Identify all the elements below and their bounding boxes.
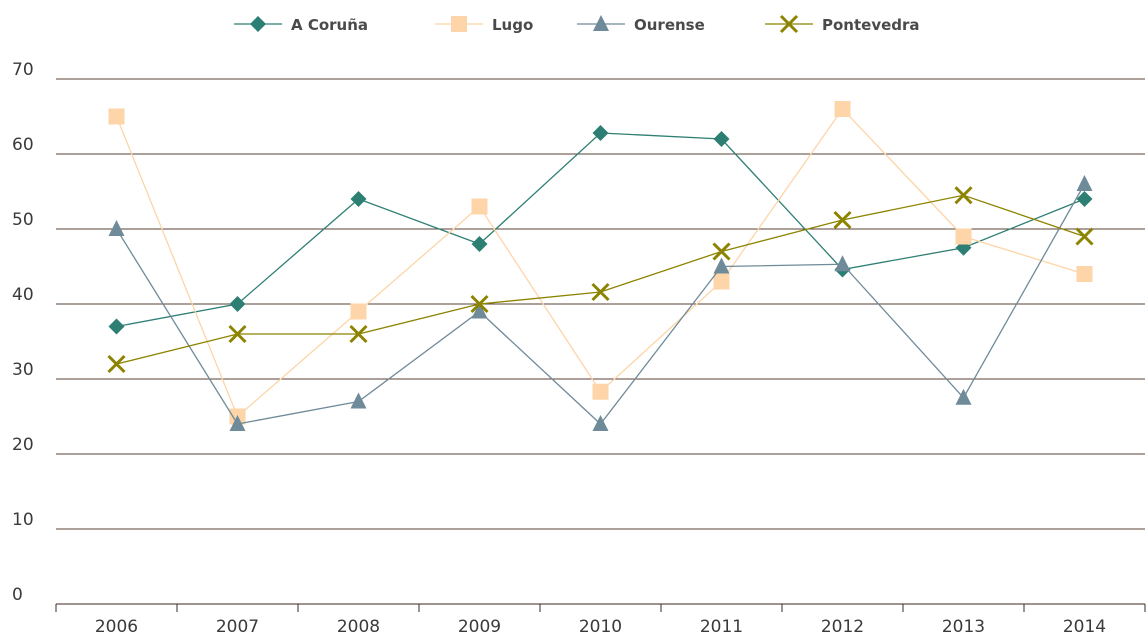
legend-label-pontevedra: Pontevedra bbox=[822, 16, 920, 34]
data-point-a-coru-a bbox=[229, 296, 246, 312]
data-point-lugo bbox=[834, 101, 851, 117]
legend-item-lugo: Lugo bbox=[435, 16, 533, 34]
data-point-a-coru-a bbox=[1076, 191, 1093, 207]
data-point-ourense bbox=[1076, 175, 1093, 191]
legend-item-a-coru-a: A Coruña bbox=[234, 16, 368, 34]
legend-marker-lugo bbox=[451, 16, 467, 32]
chart-legend: A Coruña Lugo Ourense Pontevedra bbox=[234, 14, 920, 34]
chart-grid bbox=[56, 78, 1145, 605]
data-point-pontevedra bbox=[833, 210, 852, 230]
legend-marker-pontevedra bbox=[779, 14, 799, 34]
y-tick-label: 70 bbox=[12, 60, 34, 80]
data-point-lugo bbox=[471, 198, 488, 215]
data-point-lugo bbox=[592, 383, 609, 400]
x-tick-label: 2012 bbox=[821, 617, 864, 637]
data-point-a-coru-a bbox=[350, 191, 367, 207]
legend-marker-ourense bbox=[593, 15, 609, 31]
x-tick-label: 2014 bbox=[1063, 617, 1106, 637]
legend-label-ourense: Ourense bbox=[634, 16, 705, 34]
data-point-a-coru-a bbox=[592, 125, 609, 141]
legend-label-lugo: Lugo bbox=[492, 16, 533, 34]
plot-area bbox=[107, 101, 1094, 431]
series-line-a-coru-a bbox=[116, 132, 1085, 328]
x-tick-label: 2009 bbox=[458, 617, 501, 637]
data-point-ourense bbox=[350, 392, 367, 409]
data-point-pontevedra bbox=[591, 282, 610, 302]
data-point-lugo bbox=[955, 228, 972, 245]
legend-label-a-coru-a: A Coruña bbox=[291, 16, 368, 34]
data-point-lugo bbox=[350, 303, 367, 320]
x-tick-label: 2010 bbox=[579, 617, 622, 637]
chart-axes: 0 10 20 30 40 50 60 70 2006 2007 2008 2009 2010 2011 2… bbox=[12, 60, 1146, 637]
data-point-a-coru-a bbox=[108, 318, 125, 335]
y-tick-label: 0 bbox=[12, 585, 23, 605]
data-point-ourense bbox=[471, 302, 488, 319]
series-line-pontevedra bbox=[116, 194, 1085, 365]
x-tick-label: 2011 bbox=[700, 617, 743, 637]
data-point-lugo bbox=[108, 108, 125, 125]
x-tick-label: 2008 bbox=[337, 617, 380, 637]
data-point-ourense bbox=[108, 220, 125, 236]
series-lugo bbox=[108, 101, 1093, 425]
x-tick-label: 2013 bbox=[942, 617, 985, 637]
y-tick-label: 40 bbox=[12, 285, 34, 305]
y-tick-label: 30 bbox=[12, 360, 34, 380]
y-tick-label: 10 bbox=[12, 510, 34, 530]
data-point-pontevedra bbox=[107, 354, 126, 374]
data-point-a-coru-a bbox=[471, 236, 488, 252]
series-a-coru-a bbox=[108, 125, 1093, 335]
data-point-lugo bbox=[1076, 266, 1093, 282]
data-point-pontevedra bbox=[954, 186, 973, 205]
legend-item-ourense: Ourense bbox=[577, 15, 705, 34]
data-point-ourense bbox=[713, 257, 730, 274]
data-point-ourense bbox=[229, 415, 246, 431]
x-tick-label: 2007 bbox=[216, 617, 259, 637]
y-tick-label: 20 bbox=[12, 435, 34, 455]
data-point-pontevedra bbox=[228, 324, 247, 344]
data-point-ourense bbox=[955, 388, 972, 405]
data-point-ourense bbox=[834, 255, 851, 272]
data-point-lugo bbox=[713, 273, 730, 290]
y-tick-label: 60 bbox=[12, 135, 34, 155]
data-point-pontevedra bbox=[470, 294, 489, 314]
series-ourense bbox=[108, 175, 1093, 431]
data-point-pontevedra bbox=[712, 242, 731, 261]
data-point-a-coru-a bbox=[713, 131, 730, 147]
data-point-ourense bbox=[592, 415, 609, 431]
x-tick-label: 2006 bbox=[95, 617, 138, 637]
legend-item-pontevedra: Pontevedra bbox=[765, 14, 920, 34]
series-pontevedra bbox=[107, 186, 1094, 374]
legend-marker-a-coru-a bbox=[250, 16, 266, 32]
y-tick-label: 50 bbox=[12, 210, 34, 230]
data-point-pontevedra bbox=[349, 324, 368, 344]
data-point-pontevedra bbox=[1075, 227, 1094, 246]
